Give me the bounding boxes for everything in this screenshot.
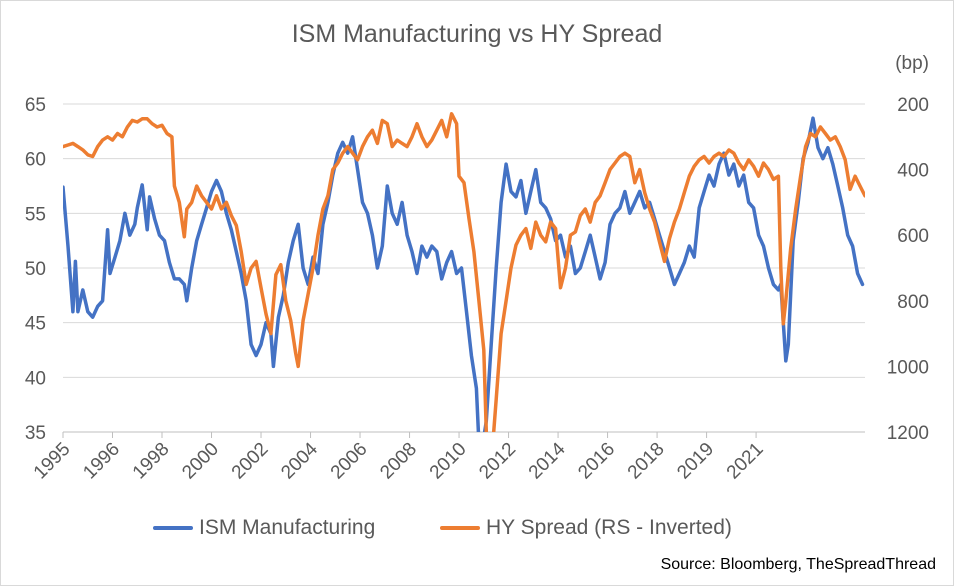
y-right-tick-label: 200 [897, 95, 929, 116]
series-line-ism [63, 116, 865, 432]
x-tick-label: 1995 [30, 439, 75, 484]
legend-label-hy-spread: HY Spread (RS - Inverted) [486, 516, 732, 539]
y-left-tick-label: 55 [25, 204, 46, 225]
legend-item-hy-spread: HY Spread (RS - Inverted) [440, 516, 732, 540]
y-left-tick-label: 40 [25, 368, 46, 389]
legend-item-ism: ISM Manufacturing [153, 516, 375, 540]
series-line-hy-spread [63, 112, 865, 432]
x-tick-label: 2006 [327, 439, 372, 484]
chart-legend: ISM Manufacturing HY Spread (RS - Invert… [0, 516, 954, 542]
y-right-tick-label: 600 [897, 226, 929, 247]
chart-plot: 35 40 45 50 55 60 65 200 400 600 800 1000 1200 (bp) 19… [25, 53, 929, 484]
y-left-tick-label: 50 [25, 259, 46, 280]
y-left-tick-label: 60 [25, 150, 46, 171]
x-tick-label: 2018 [624, 439, 669, 484]
y-right-unit-label: (bp) [895, 53, 929, 74]
legend-label-ism: ISM Manufacturing [199, 516, 376, 539]
x-tick-label: 1996 [79, 439, 124, 484]
y-right-tick-label: 400 [897, 161, 929, 182]
y-right-tick-label: 1000 [887, 357, 929, 378]
x-tick-label: 2010 [426, 439, 471, 484]
x-tick-label: 2008 [376, 439, 421, 484]
x-tick-label: 2021 [723, 439, 768, 484]
legend-swatch-hy-spread [440, 526, 480, 530]
x-tick-label: 2002 [228, 439, 273, 484]
y-right-tick-label: 1200 [887, 423, 929, 444]
x-tick-label: 2012 [475, 439, 520, 484]
y-left-tick-label: 35 [25, 423, 46, 444]
source-note: Source: Bloomberg, TheSpreadThread [660, 556, 936, 573]
x-tick-label: 2019 [673, 439, 718, 484]
y-left-tick-label: 65 [25, 95, 46, 116]
x-tick-label: 2016 [574, 439, 619, 484]
legend-swatch-ism [153, 526, 193, 530]
x-tick-label: 1998 [129, 439, 174, 484]
x-tick-label: 2000 [178, 439, 223, 484]
y-left-tick-label: 45 [25, 314, 46, 335]
x-tick-label: 2004 [277, 438, 322, 483]
x-tick-label: 2014 [525, 438, 570, 483]
chart-title: ISM Manufacturing vs HY Spread [291, 20, 663, 48]
y-right-tick-label: 800 [897, 292, 929, 313]
